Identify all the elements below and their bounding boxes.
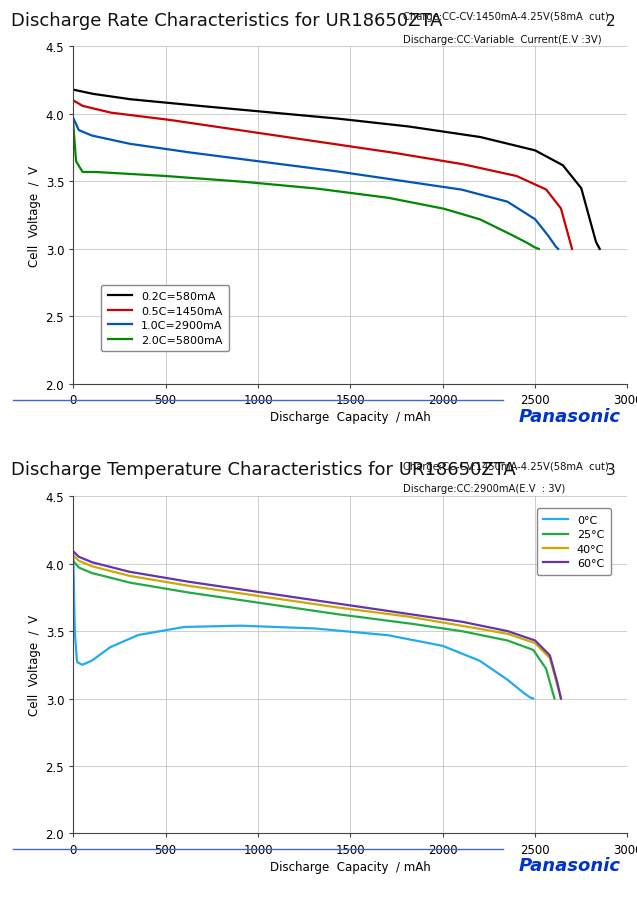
Y-axis label: Cell  Voltage  /  V: Cell Voltage / V — [29, 615, 41, 715]
Text: 2: 2 — [605, 14, 615, 29]
Text: Panasonic: Panasonic — [519, 856, 621, 875]
Text: Discharge Temperature Characteristics for UR18650ZTA: Discharge Temperature Characteristics fo… — [11, 461, 516, 478]
Text: 3: 3 — [605, 462, 615, 477]
Text: Discharge:CC:2900mA(E.V  : 3V): Discharge:CC:2900mA(E.V : 3V) — [403, 484, 565, 494]
X-axis label: Discharge  Capacity  / mAh: Discharge Capacity / mAh — [270, 411, 431, 424]
Text: Discharge Rate Characteristics for UR18650ZTA: Discharge Rate Characteristics for UR186… — [11, 13, 443, 30]
X-axis label: Discharge  Capacity  / mAh: Discharge Capacity / mAh — [270, 860, 431, 873]
Text: Panasonic: Panasonic — [519, 408, 621, 425]
Text: Discharge:CC:Variable  Current(E.V :3V): Discharge:CC:Variable Current(E.V :3V) — [403, 35, 601, 45]
Legend: 0.2C=580mA, 0.5C=1450mA, 1.0C=2900mA, 2.0C=5800mA: 0.2C=580mA, 0.5C=1450mA, 1.0C=2900mA, 2.… — [101, 285, 229, 352]
Text: Charge:CC-CV:1450mA-4.25V(58mA  cut): Charge:CC-CV:1450mA-4.25V(58mA cut) — [403, 461, 609, 471]
Text: Charge:CC-CV:1450mA-4.25V(58mA  cut): Charge:CC-CV:1450mA-4.25V(58mA cut) — [403, 12, 609, 22]
Y-axis label: Cell  Voltage  /  V: Cell Voltage / V — [29, 166, 41, 266]
Legend: 0°C, 25°C, 40°C, 60°C: 0°C, 25°C, 40°C, 60°C — [537, 508, 611, 576]
